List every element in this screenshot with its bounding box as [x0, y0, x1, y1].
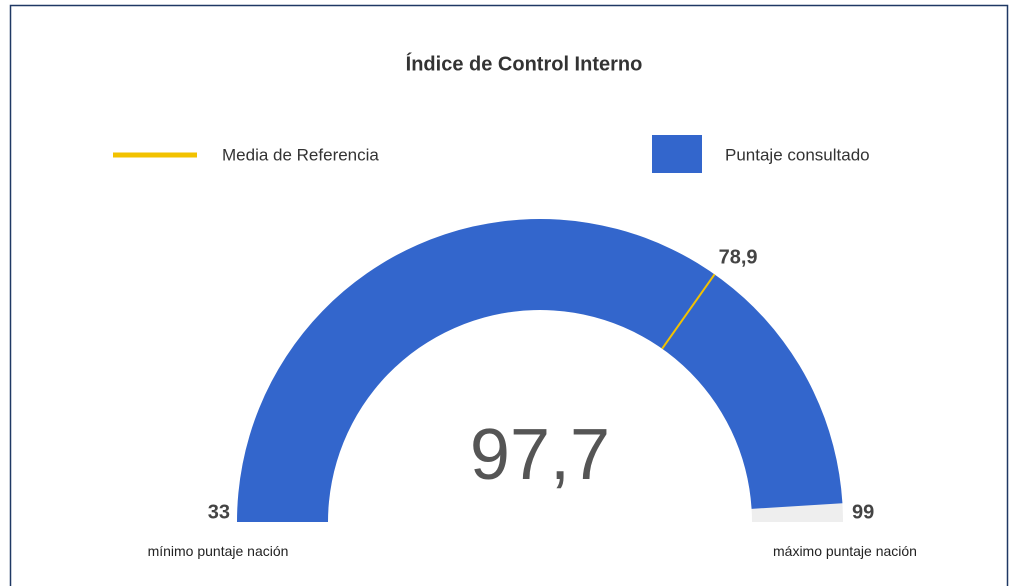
chart-title: Índice de Control Interno	[406, 52, 643, 75]
min-label: 33	[208, 501, 230, 523]
reference-label: 78,9	[719, 247, 758, 269]
gauge-value-label: 97,7	[470, 415, 610, 495]
max-caption: máximo puntaje nación	[773, 543, 917, 559]
legend-swatch	[652, 135, 702, 173]
reference-line	[661, 273, 716, 350]
frame	[9, 4, 1009, 586]
gauge-value	[237, 219, 843, 522]
max-label: 99	[852, 501, 874, 523]
legend-label: Puntaje consultado	[725, 145, 870, 164]
min-caption: mínimo puntaje nación	[147, 543, 289, 559]
legend-label: Media de Referencia	[222, 145, 379, 164]
